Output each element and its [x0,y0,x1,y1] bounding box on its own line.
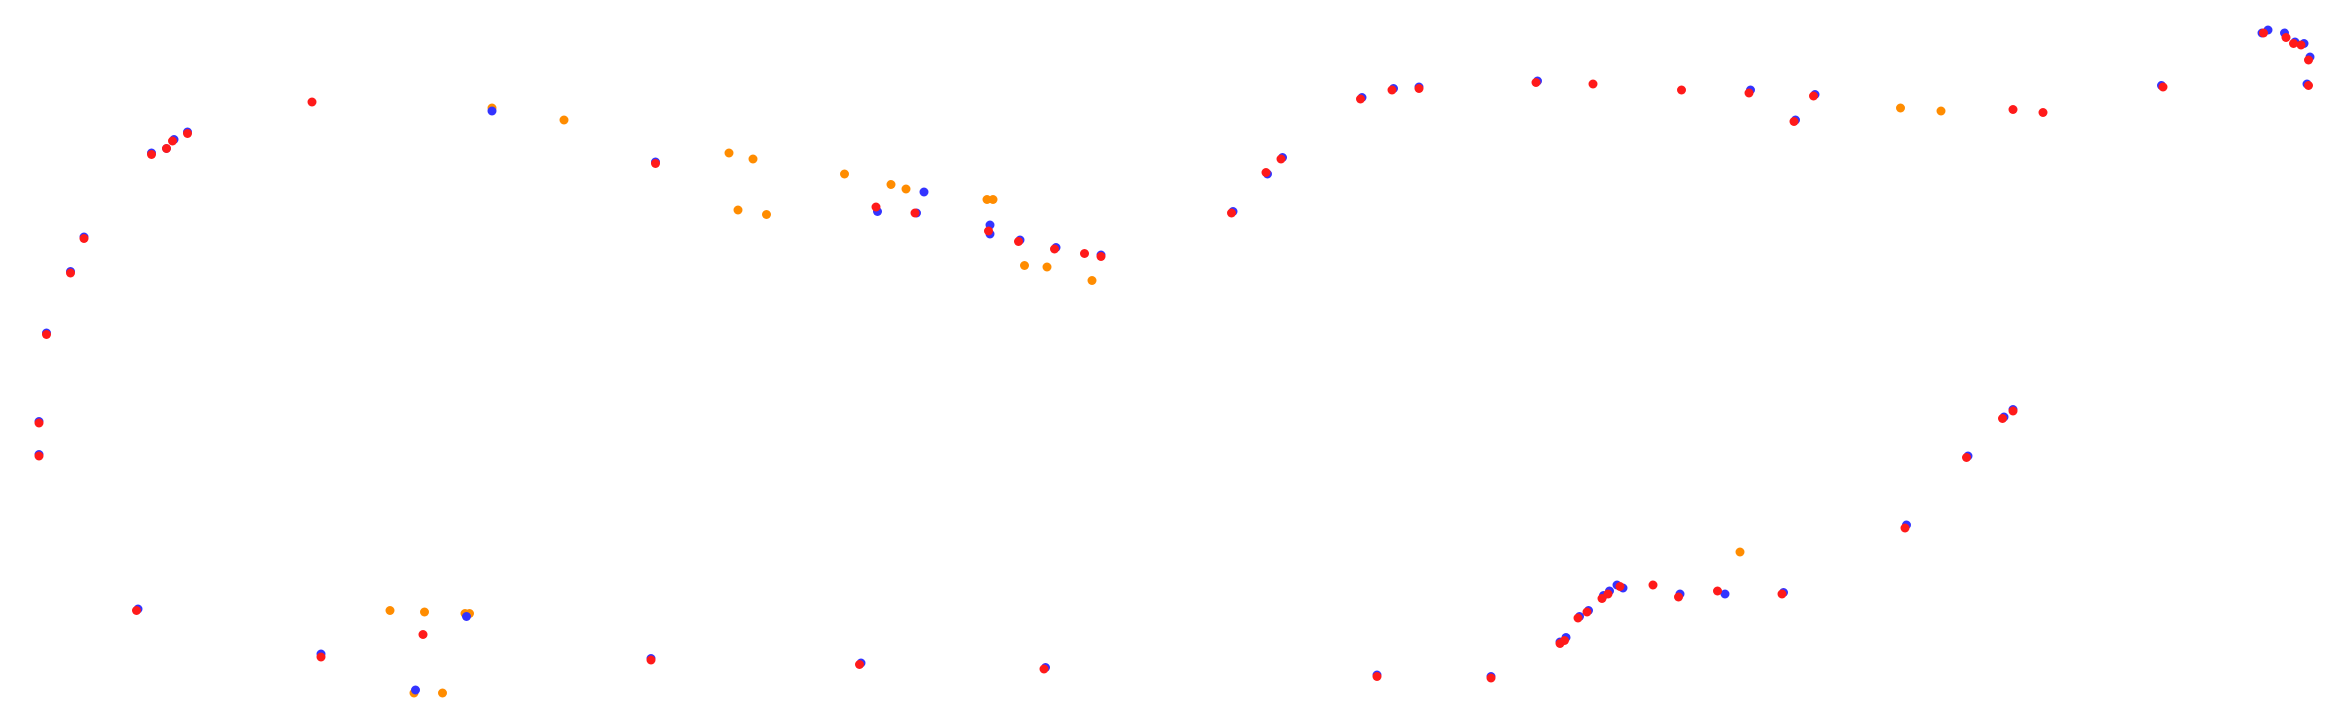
scatter-point [1227,208,1236,218]
scatter-point [162,144,171,153]
scatter-point [886,180,896,189]
scatter-point [748,154,758,164]
scatter-point [147,150,156,159]
scatter-point [984,226,993,236]
scatter-point [420,607,429,617]
scatter-point [1387,85,1397,95]
scatter-point [1042,262,1052,272]
scatter-point [1356,94,1365,104]
scatter-point [1414,84,1424,93]
scatter-point [1936,106,1946,116]
scatter-point [2259,28,2268,38]
scatter-point [1080,249,1089,258]
scatter-point [2304,81,2313,90]
scatter-point [1531,78,1541,87]
scatter-point [762,210,771,219]
scatter-point [1276,154,1286,164]
scatter-point [1014,237,1023,246]
series-2 [34,28,2313,683]
scatter-point [1582,607,1592,617]
scatter-point [1713,586,1722,596]
scatter-point [1677,85,1686,95]
scatter-point [646,655,656,665]
scatter-point [1648,580,1658,590]
scatter-point [1573,613,1583,623]
scatter-point [1744,88,1754,98]
scatter-point [651,159,660,168]
scatter-point [1900,523,1910,533]
scatter-point [2038,108,2048,117]
scatter-point [183,129,192,138]
scatter-point [2008,105,2018,114]
scatter-point [34,418,44,428]
scatter-point [66,268,75,278]
scatter-point [2281,33,2291,42]
scatter-point [1096,252,1106,261]
scatter-point [988,195,998,204]
scatter-point [462,612,471,621]
scatter-points-layer [34,25,2315,698]
scatter-point [1777,589,1787,599]
scatter-point [733,205,743,215]
scatter-point [1039,664,1049,674]
scatter-point [2296,40,2306,50]
scatter-point [1588,79,1598,89]
scatter-point [1789,117,1799,126]
scatter-point [2304,55,2313,65]
scatter-point [1896,103,1905,113]
scatter-point [901,184,911,194]
scatter-point [1560,636,1569,645]
scatter-point [559,115,569,125]
scatter-point [307,97,317,107]
scatter-point [411,685,420,695]
scatter-point [418,630,428,639]
scatter-point [1486,673,1496,683]
scatter-point [724,148,734,158]
scatter-point [34,451,44,461]
scatter-point [1735,547,1745,557]
scatter-point [1998,414,2007,423]
scatter-point [919,187,929,197]
scatter-point [1087,276,1097,285]
series-0 [385,103,1946,698]
scatter-point [2158,82,2168,92]
scatter-point [2008,406,2018,416]
scatter-point [1720,589,1730,599]
scatter-point [385,606,395,615]
scatter-point [132,606,141,615]
scatter-point [168,136,177,146]
scatter-point [42,330,51,339]
scatter-point [438,688,447,698]
scatter-point [910,208,920,218]
scatter-point [1050,244,1059,254]
scatter-point [871,202,881,212]
scatter-point [1615,582,1625,591]
scatter-point [1962,453,1971,462]
scatter-point [1020,261,1029,270]
scatter-point [487,106,497,116]
scatter-point [1809,91,1818,101]
scatter-point [1372,672,1382,681]
scatter-point [2289,39,2298,48]
scatter-point [1674,592,1683,602]
series-1 [34,25,2315,695]
scatter-point [79,234,89,243]
scatter-point [855,660,864,669]
scatter-point [1261,168,1271,177]
scatter-point [1603,589,1613,599]
scatter-point [840,169,849,179]
scatter-point [316,652,326,662]
